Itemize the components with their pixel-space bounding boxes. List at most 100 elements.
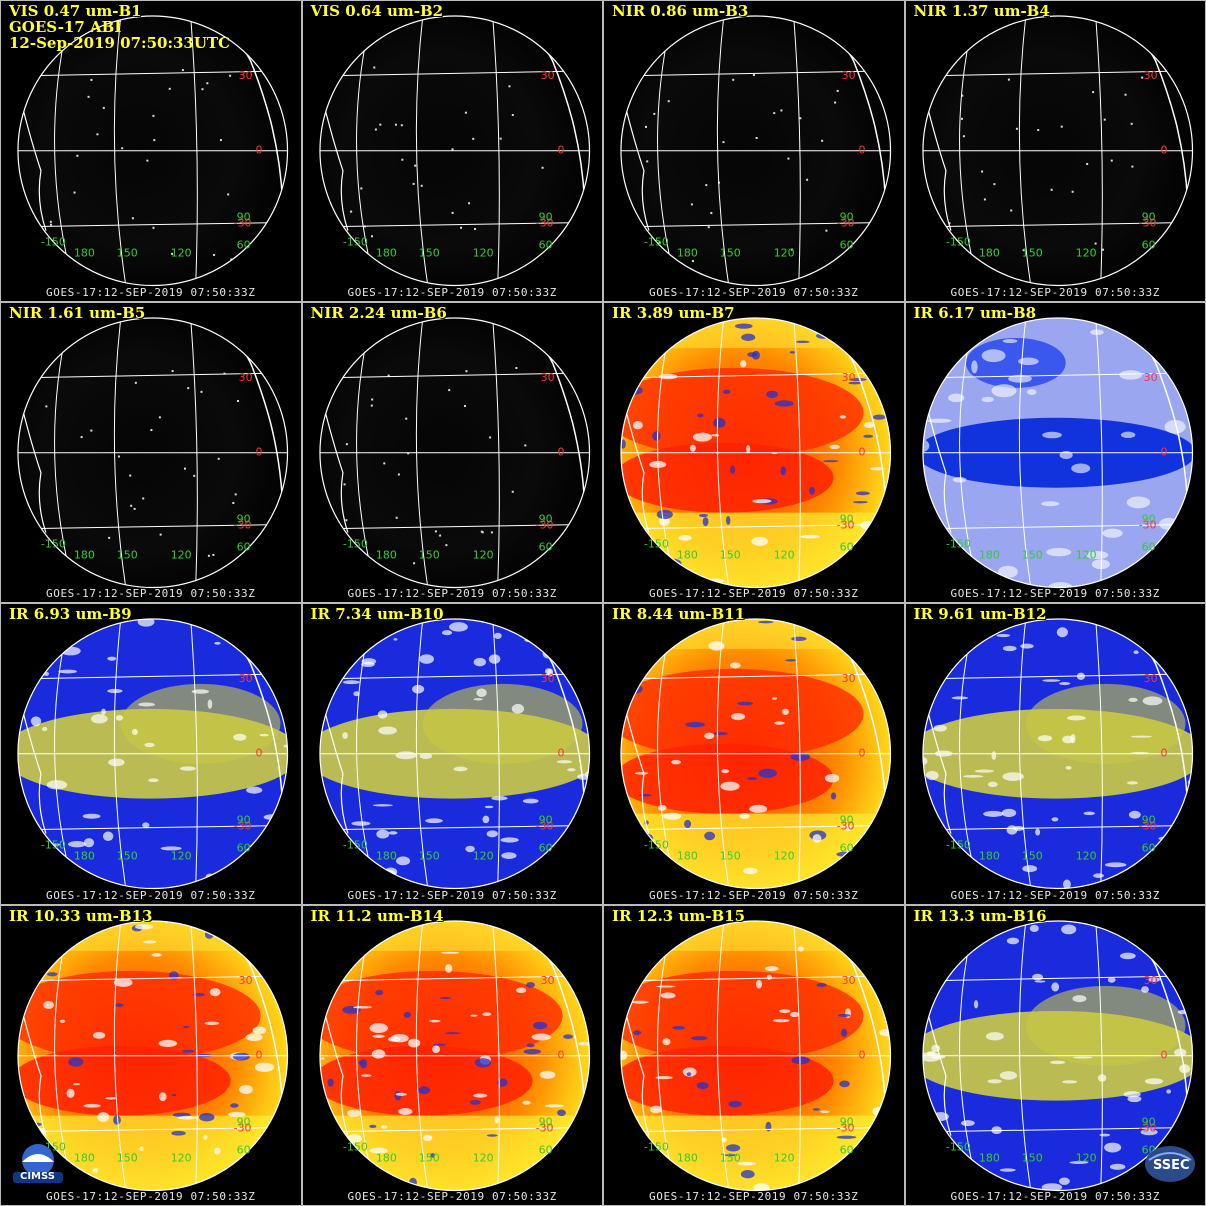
earth-disk-image: 30 0 -30 -150 180 150 120 90 60	[620, 618, 892, 890]
longitude-label: 150	[720, 548, 741, 561]
band-panel: 30 0 -30 -150 180 150 120 90 60 IR 13.3 um-B16 GOE…	[904, 904, 1206, 1206]
latitude-label: 0	[256, 747, 263, 760]
longitude-label: 180	[74, 850, 95, 863]
longitude-label: 120	[1075, 1151, 1096, 1164]
timestamp-footer: GOES-17:12-SEP-2019 07:50:33Z	[347, 1190, 557, 1203]
longitude-label: 180	[978, 247, 999, 260]
band-label: IR 10.33 um-B13	[9, 906, 153, 925]
latitude-label: -30	[234, 217, 252, 230]
band-panel: 30 0 -30 -150 180 150 120 90 60 IR 3.89 um-B7 GOES…	[603, 301, 905, 603]
band-label: IR 8.44 um-B11	[612, 605, 746, 623]
longitude-label: 90	[1141, 211, 1155, 224]
longitude-label: 90	[538, 1115, 552, 1128]
band-label: NIR 1.61 um-B5	[9, 303, 146, 322]
longitude-label: 90	[840, 1115, 854, 1128]
latitude-label: 30	[540, 672, 554, 685]
longitude-label: 150	[1021, 548, 1042, 561]
timestamp-footer: GOES-17:12-SEP-2019 07:50:33Z	[46, 888, 256, 902]
latitude-label: 30	[842, 672, 856, 685]
latitude-label: 0	[859, 445, 866, 458]
latitude-label: 0	[859, 144, 866, 157]
band-label: VIS 0.64 um-B2	[310, 2, 444, 20]
longitude-label: 120	[472, 850, 493, 863]
band-label: IR 6.17 um-B8	[913, 303, 1037, 322]
longitude-label: -150	[41, 236, 66, 249]
longitude-label: 90	[840, 512, 854, 525]
longitude-label: 90	[538, 814, 552, 827]
latitude-label: 30	[842, 69, 856, 82]
band-panel: 30 0 -30 -150 180 150 120 90 60 NIR 0.86 um-B3 GOE…	[603, 0, 905, 302]
latitude-label: 0	[557, 747, 564, 760]
longitude-label: 180	[375, 850, 396, 863]
longitude-label: -150	[644, 1140, 669, 1153]
longitude-label: -150	[342, 537, 367, 550]
timestamp-footer: GOES-17:12-SEP-2019 07:50:33Z	[950, 1190, 1160, 1203]
band-label: IR 9.61 um-B12	[913, 605, 1047, 623]
latitude-label: 30	[842, 973, 856, 986]
longitude-label: 90	[538, 512, 552, 525]
band-panel: 30 0 -30 -150 180 150 120 90 60 IR 9.61 um-B12 GOE…	[904, 603, 1206, 905]
latitude-label: 30	[1143, 973, 1157, 986]
latitude-label: 0	[1160, 144, 1167, 157]
longitude-label: 180	[74, 247, 95, 260]
timestamp-footer: GOES-17:12-SEP-2019 07:50:33Z	[649, 1190, 859, 1203]
timestamp-footer: GOES-17:12-SEP-2019 07:50:33Z	[347, 587, 557, 600]
latitude-label: 0	[557, 1048, 564, 1061]
latitude-label: 30	[1143, 672, 1157, 685]
longitude-label: -150	[342, 236, 367, 249]
longitude-label: 60	[538, 842, 552, 855]
longitude-label: 180	[677, 247, 698, 260]
longitude-label: 90	[237, 1115, 251, 1128]
latitude-label: 0	[256, 1048, 263, 1061]
longitude-label: 90	[538, 211, 552, 224]
band-label: IR 11.2 um-B14	[310, 906, 444, 925]
timestamp-footer: GOES-17:12-SEP-2019 07:50:33Z	[649, 587, 859, 600]
cimss-logo: CIMSS	[9, 1142, 67, 1189]
longitude-label: 180	[74, 548, 95, 561]
longitude-label: 180	[677, 850, 698, 863]
longitude-label: 150	[720, 850, 741, 863]
longitude-label: -150	[945, 839, 970, 852]
latitude-label: 0	[1160, 445, 1167, 458]
longitude-label: 180	[375, 247, 396, 260]
earth-disk-image: 30 0 -30 -150 180 150 120 90 60	[17, 316, 289, 588]
latitude-label: -30	[837, 518, 855, 531]
band-label: NIR 0.86 um-B3	[612, 2, 749, 20]
longitude-label: 120	[472, 247, 493, 260]
longitude-label: 90	[237, 512, 251, 525]
longitude-label: 60	[840, 239, 854, 252]
band-label: IR 6.93 um-B9	[9, 605, 132, 623]
longitude-label: 60	[237, 540, 251, 553]
longitude-label: 90	[237, 211, 251, 224]
longitude-label: 90	[840, 814, 854, 827]
latitude-label: 30	[540, 370, 554, 383]
band-label: NIR 1.37 um-B4	[913, 2, 1050, 20]
longitude-label: 150	[1021, 1151, 1042, 1164]
earth-disk-image: 30 0 -30 -150 180 150 120 90 60	[17, 15, 289, 287]
longitude-label: -150	[41, 839, 66, 852]
longitude-label: 60	[840, 1143, 854, 1156]
latitude-label: 30	[540, 69, 554, 82]
longitude-label: 90	[237, 814, 251, 827]
longitude-label: 120	[171, 1151, 192, 1164]
longitude-label: 90	[1141, 512, 1155, 525]
longitude-label: 60	[237, 239, 251, 252]
latitude-label: 30	[239, 69, 253, 82]
longitude-label: 180	[74, 1151, 95, 1164]
band-panel: 30 0 -30 -150 180 150 120 90 60 IR 6.17 um-B8 GOES…	[904, 301, 1206, 603]
timestamp-footer: GOES-17:12-SEP-2019 07:50:33Z	[950, 285, 1160, 299]
earth-disk-image: 30 0 -30 -150 180 150 120 90 60	[620, 316, 892, 588]
longitude-label: 150	[418, 247, 439, 260]
latitude-label: 30	[1143, 370, 1157, 383]
latitude-label: -30	[1138, 820, 1156, 833]
longitude-label: 120	[171, 548, 192, 561]
band-panel: 30 0 -30 -150 180 150 120 90 60 IR 12.3 um-B15 GOE…	[603, 904, 905, 1206]
latitude-label: -30	[535, 820, 553, 833]
band-label: IR 3.89 um-B7	[612, 303, 735, 322]
longitude-label: 180	[375, 1151, 396, 1164]
latitude-label: 30	[540, 973, 554, 986]
band-label: IR 13.3 um-B16	[913, 906, 1047, 925]
longitude-label: -150	[41, 537, 66, 550]
timestamp-footer: GOES-17:12-SEP-2019 07:50:33Z	[950, 888, 1160, 902]
longitude-label: 60	[538, 239, 552, 252]
